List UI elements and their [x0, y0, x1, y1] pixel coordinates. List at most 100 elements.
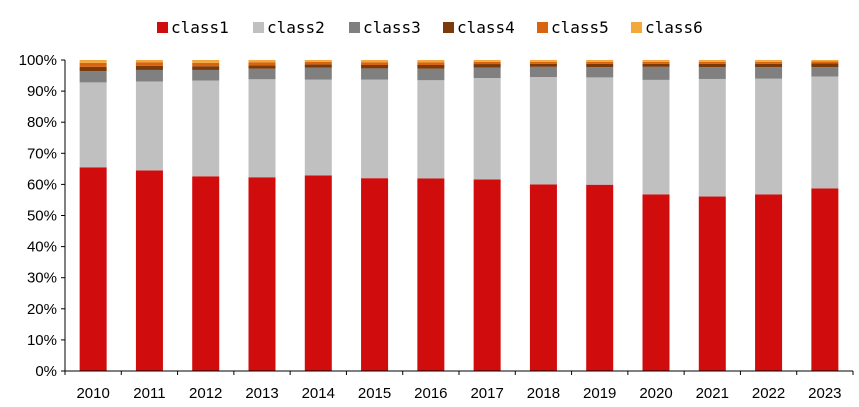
y-tick-label: 90% — [27, 83, 57, 100]
bar-class6-2019 — [586, 60, 614, 62]
bar-class6-2016 — [417, 60, 445, 63]
y-tick-label: 10% — [27, 332, 57, 349]
y-tick-label: 70% — [27, 145, 57, 162]
bar-class1-2013 — [248, 177, 276, 371]
bar-class6-2023 — [811, 60, 839, 62]
bar-class2-2015 — [361, 79, 389, 179]
bar-class1-2014 — [304, 175, 332, 371]
y-tick-label: 0% — [35, 363, 57, 380]
bar-class5-2016 — [417, 62, 445, 65]
bar-class3-2012 — [192, 69, 220, 81]
x-tick-label: 2012 — [189, 385, 222, 402]
bar-class3-2016 — [417, 68, 445, 81]
bar-class2-2019 — [586, 77, 614, 185]
x-tick-label: 2017 — [470, 385, 503, 402]
legend-label-class5: class5 — [551, 18, 609, 37]
x-tick-label: 2016 — [414, 385, 447, 402]
bar-class3-2017 — [473, 67, 501, 79]
bar-class1-2018 — [529, 184, 557, 371]
legend-label-class6: class6 — [645, 18, 703, 37]
bar-class5-2015 — [361, 62, 389, 65]
bar-class2-2021 — [698, 78, 726, 197]
legend-label-class1: class1 — [171, 18, 229, 37]
bar-class1-2023 — [811, 188, 839, 371]
bar-class3-2015 — [361, 68, 389, 80]
bar-class2-2020 — [642, 79, 670, 195]
y-tick-label: 100% — [19, 52, 57, 69]
bar-class1-2022 — [755, 194, 783, 371]
bar-class5-2012 — [192, 62, 220, 67]
bar-class4-2016 — [417, 64, 445, 69]
bar-class6-2012 — [192, 60, 220, 63]
bar-class2-2011 — [135, 81, 163, 171]
bar-class6-2022 — [755, 60, 783, 62]
bar-class6-2017 — [473, 60, 501, 62]
bar-class1-2012 — [192, 176, 220, 371]
bar-class3-2014 — [304, 67, 332, 80]
bar-class5-2020 — [642, 61, 670, 64]
legend-label-class2: class2 — [267, 18, 325, 37]
bar-class4-2023 — [811, 63, 839, 68]
bar-class6-2013 — [248, 60, 276, 63]
bar-class1-2015 — [361, 178, 389, 371]
legend-swatch-class4 — [443, 22, 454, 33]
y-axis: 0% 10% 20% 30% 40% 50% 60% 70% 80% 90% 100% — [19, 52, 66, 380]
y-tick-label: 40% — [27, 239, 57, 256]
bar-class4-2017 — [473, 64, 501, 68]
bar-class5-2010 — [79, 62, 107, 67]
bar-class4-2014 — [304, 64, 332, 68]
y-tick-label: 50% — [27, 208, 57, 225]
bar-class3-2011 — [135, 69, 163, 82]
bar-class4-2013 — [248, 65, 276, 69]
bar-class6-2014 — [304, 60, 332, 62]
legend-label-class4: class4 — [457, 18, 515, 37]
bar-class3-2022 — [755, 67, 783, 79]
x-tick-label: 2023 — [808, 385, 841, 402]
bar-class4-2015 — [361, 64, 389, 69]
bar-class5-2021 — [698, 61, 726, 64]
bar-class3-2013 — [248, 68, 276, 80]
bar-class6-2015 — [361, 60, 389, 63]
bar-class5-2023 — [811, 61, 839, 64]
x-tick-label: 2011 — [133, 385, 165, 402]
bar-class4-2021 — [698, 63, 726, 68]
bar-class6-2021 — [698, 60, 726, 62]
x-tick-label: 2010 — [76, 385, 109, 402]
legend-swatch-class6 — [631, 22, 642, 33]
x-tick-label: 2019 — [583, 385, 616, 402]
bar-class5-2018 — [529, 61, 557, 64]
bar-class4-2020 — [642, 63, 670, 67]
bar-class1-2011 — [135, 170, 163, 371]
y-tick-label: 20% — [27, 301, 57, 318]
legend-swatch-class2 — [253, 22, 264, 33]
legend-label-class3: class3 — [363, 18, 421, 37]
legend: class1 class2 class3 class4 class5 class6 — [157, 18, 703, 37]
x-tick-label: 2018 — [527, 385, 560, 402]
bar-class1-2017 — [473, 179, 501, 371]
x-tick-label: 2015 — [358, 385, 391, 402]
bar-class2-2017 — [473, 78, 501, 180]
bar-class4-2019 — [586, 63, 614, 68]
bar-class5-2017 — [473, 61, 501, 65]
legend-swatch-class1 — [157, 22, 168, 33]
x-tick-label: 2013 — [245, 385, 278, 402]
bar-class2-2012 — [192, 80, 220, 177]
bar-class2-2014 — [304, 79, 332, 176]
y-tick-label: 60% — [27, 176, 57, 193]
x-tick-label: 2020 — [639, 385, 672, 402]
x-tick-label: 2021 — [696, 385, 729, 402]
y-tick-label: 80% — [27, 114, 57, 131]
bar-class3-2018 — [529, 66, 557, 78]
bar-class4-2022 — [755, 63, 783, 68]
bar-class4-2011 — [135, 65, 163, 70]
bar-class2-2023 — [811, 76, 839, 189]
bar-class1-2021 — [698, 196, 726, 371]
bar-class6-2010 — [79, 60, 107, 63]
bar-class4-2010 — [79, 66, 107, 72]
bar-class1-2016 — [417, 178, 445, 371]
bar-class3-2019 — [586, 67, 614, 78]
bar-class2-2022 — [755, 78, 783, 195]
bar-class6-2011 — [135, 60, 163, 63]
bar-class5-2013 — [248, 62, 276, 66]
bar-class5-2011 — [135, 62, 163, 66]
